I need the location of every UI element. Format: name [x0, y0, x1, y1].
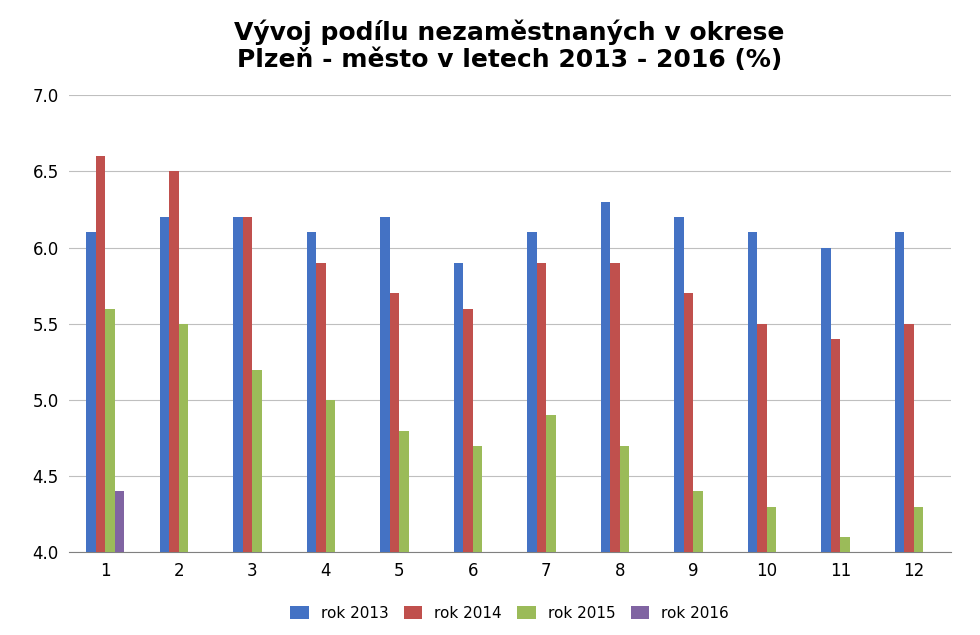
Bar: [317, 263, 325, 552]
Bar: [86, 232, 96, 552]
Bar: [253, 370, 262, 552]
Bar: [748, 232, 758, 552]
Bar: [325, 400, 335, 552]
Bar: [380, 217, 390, 552]
Bar: [472, 446, 482, 552]
Bar: [160, 217, 170, 552]
Bar: [390, 293, 399, 552]
Bar: [547, 415, 556, 552]
Bar: [115, 491, 124, 552]
Bar: [537, 263, 546, 552]
Bar: [674, 217, 684, 552]
Bar: [758, 324, 766, 552]
Bar: [821, 248, 831, 552]
Bar: [840, 537, 850, 552]
Bar: [454, 263, 464, 552]
Bar: [464, 309, 472, 552]
Bar: [684, 293, 693, 552]
Bar: [619, 446, 629, 552]
Legend: rok 2013, rok 2014, rok 2015, rok 2016: rok 2013, rok 2014, rok 2015, rok 2016: [290, 606, 729, 621]
Bar: [170, 171, 178, 552]
Bar: [527, 232, 537, 552]
Bar: [693, 491, 703, 552]
Bar: [307, 232, 317, 552]
Bar: [233, 217, 243, 552]
Title: Vývoj podílu nezaměstnaných v okrese
Plzeň - město v letech 2013 - 2016 (%): Vývoj podílu nezaměstnaných v okrese Plz…: [234, 19, 785, 72]
Bar: [400, 431, 409, 552]
Bar: [905, 324, 913, 552]
Bar: [601, 202, 611, 552]
Bar: [106, 309, 115, 552]
Bar: [766, 507, 776, 552]
Bar: [96, 156, 106, 552]
Bar: [178, 324, 188, 552]
Bar: [895, 232, 905, 552]
Bar: [913, 507, 923, 552]
Bar: [611, 263, 619, 552]
Bar: [831, 339, 840, 552]
Bar: [243, 217, 253, 552]
